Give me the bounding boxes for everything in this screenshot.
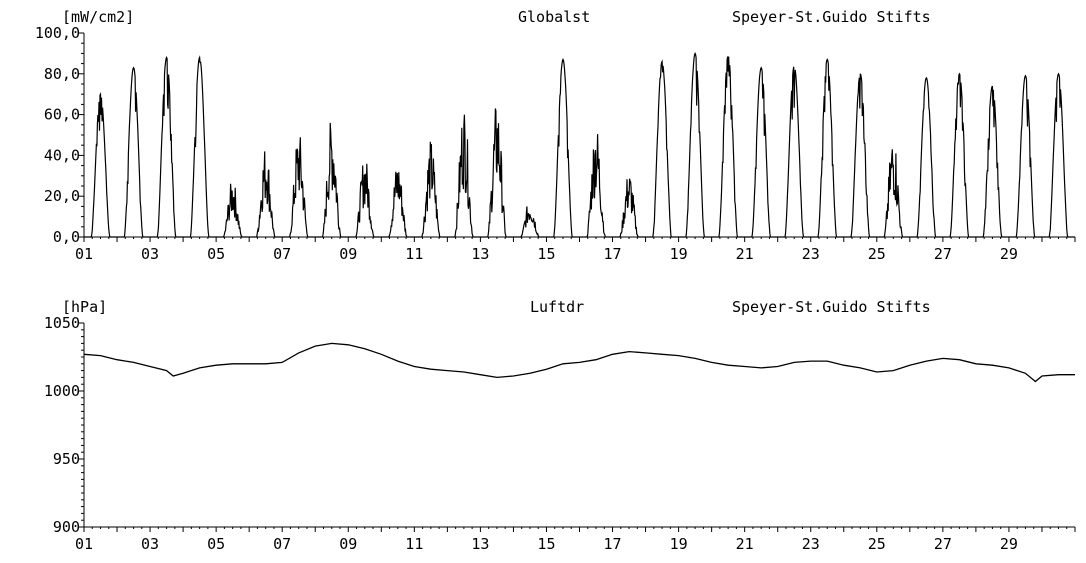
- solar-series: [84, 51, 1075, 238]
- y-tick-label: 100,0: [35, 24, 80, 42]
- x-tick-label: 21: [736, 245, 754, 263]
- x-tick-label: 13: [471, 245, 489, 263]
- x-tick-label: 25: [868, 245, 886, 263]
- pressure-series: [83, 342, 1075, 383]
- pressure-title: Luftdr: [530, 298, 584, 316]
- x-tick-label: 17: [604, 245, 622, 263]
- y-tick-label: 900: [53, 518, 80, 536]
- x-tick-label: 01: [75, 245, 93, 263]
- x-tick-label: 25: [868, 535, 886, 553]
- x-tick-label: 05: [207, 245, 225, 263]
- x-tick-label: 23: [802, 535, 820, 553]
- solar-station-label: Speyer-St.Guido Stifts: [732, 8, 931, 26]
- x-tick-label: 19: [670, 535, 688, 553]
- y-tick-label: 1050: [44, 314, 80, 332]
- x-tick-label: 17: [604, 535, 622, 553]
- x-tick-label: 19: [670, 245, 688, 263]
- solar-radiation-panel: [mW/cm2] Globalst Speyer-St.Guido Stifts…: [35, 8, 1076, 263]
- x-tick-label: 13: [471, 535, 489, 553]
- x-tick-label: 01: [75, 535, 93, 553]
- x-tick-label: 11: [405, 535, 423, 553]
- x-tick-label: 03: [141, 535, 159, 553]
- y-tick-label: 1000: [44, 382, 80, 400]
- x-tick-label: 27: [934, 245, 952, 263]
- radiation-line: [84, 51, 1075, 238]
- y-tick-label: 60,0: [44, 106, 80, 124]
- pressure-tick-labels: 900 950 1000 1050 01 03 05 07 09 11 13 15 17 19 21 23 25…: [44, 314, 1018, 553]
- solar-tick-labels: 0,0 20,0 40,0 60,0 80,0 100,0 01 03 05 07 09 11 13 15…: [35, 24, 1018, 263]
- solar-unit-label: [mW/cm2]: [62, 8, 134, 26]
- x-tick-label: 03: [141, 245, 159, 263]
- x-tick-label: 29: [1000, 245, 1018, 263]
- x-tick-label: 09: [339, 535, 357, 553]
- air-pressure-panel: [hPa] Luftdr Speyer-St.Guido Stifts 9009…: [44, 298, 1076, 553]
- x-tick-label: 07: [273, 245, 291, 263]
- y-tick-label: 950: [53, 450, 80, 468]
- pressure-line: [83, 342, 1075, 383]
- x-tick-label: 23: [802, 245, 820, 263]
- x-tick-label: 07: [273, 535, 291, 553]
- x-tick-label: 09: [339, 245, 357, 263]
- x-tick-label: 29: [1000, 535, 1018, 553]
- x-tick-label: 27: [934, 535, 952, 553]
- x-tick-label: 11: [405, 245, 423, 263]
- x-tick-label: 05: [207, 535, 225, 553]
- x-tick-label: 15: [537, 245, 555, 263]
- y-tick-label: 80,0: [44, 65, 80, 83]
- x-tick-label: 15: [537, 535, 555, 553]
- x-tick-label: 21: [736, 535, 754, 553]
- y-tick-label: 0,0: [53, 228, 80, 246]
- solar-title: Globalst: [518, 8, 590, 26]
- pressure-axes: [79, 322, 1076, 532]
- pressure-unit-label: [hPa]: [62, 298, 107, 316]
- y-tick-label: 40,0: [44, 146, 80, 164]
- y-tick-label: 20,0: [44, 187, 80, 205]
- pressure-station-label: Speyer-St.Guido Stifts: [732, 298, 931, 316]
